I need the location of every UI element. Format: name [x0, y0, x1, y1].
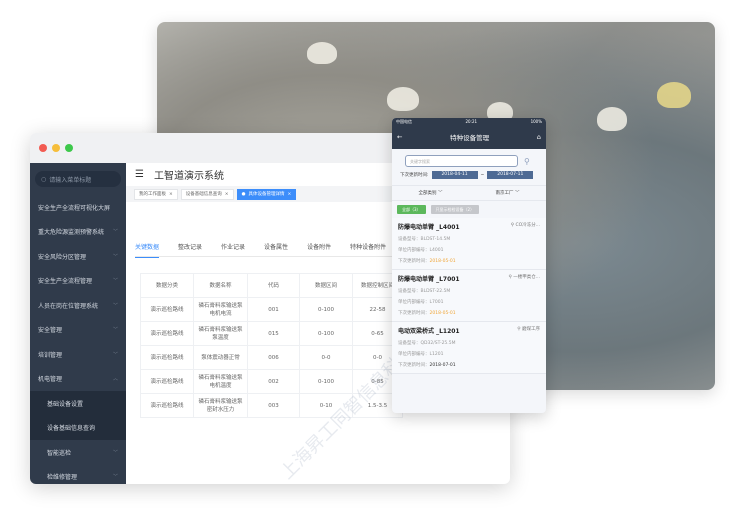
- table-cell: 泵体震动器正常: [193, 345, 248, 370]
- sidebar-item[interactable]: 重大危险源监测预警系统 ﹀: [38, 229, 118, 237]
- table-row: 演示巡检路线 泵体震动器正常 006 0-0 0-0: [140, 345, 403, 370]
- all-button[interactable]: 全部（3）: [397, 205, 426, 214]
- keyword-search-input[interactable]: 关键字搜索: [405, 155, 518, 167]
- chevron-icon: ︿: [112, 376, 118, 383]
- sidebar-item[interactable]: 机电管理 ︿: [38, 376, 118, 384]
- status-bar: 中国电信 20:21 100%: [392, 118, 546, 125]
- table-cell: 磷石膏料浆输送泵密封水压力: [193, 393, 248, 418]
- chevron-icon: ﹀: [112, 253, 118, 260]
- search-icon: ○: [41, 175, 47, 183]
- page-tag[interactable]: 设备基础信息查询 ×: [180, 188, 234, 200]
- tab[interactable]: 设备附件: [307, 244, 332, 251]
- table-row: 演示巡检路线 磷石膏料浆输送泵泵温度 015 0-100 0-65: [140, 321, 403, 346]
- table-cell: 001: [247, 297, 300, 322]
- sidebar-item[interactable]: 人员在岗在位管理系统 ﹀: [38, 302, 118, 310]
- location: ⚲ CO冷冻分...: [510, 223, 540, 228]
- dot-icon: ●: [241, 191, 246, 197]
- app-title: 工智道演示系统: [153, 171, 224, 182]
- minimize-dot[interactable]: [52, 144, 60, 152]
- page-tag[interactable]: ● 具体设备管理详情 ×: [236, 188, 297, 200]
- location: ⚲ 磨煤工序: [517, 327, 540, 332]
- equipment-card[interactable]: 防爆电动单臂 _L4001 ⚲ CO冷冻分... 设备型号：BLDST-14.5M…: [392, 218, 546, 270]
- tab[interactable]: 关键数据: [135, 242, 160, 258]
- table-cell: 003: [247, 393, 300, 418]
- date-to[interactable]: 2018-07-11: [487, 171, 534, 179]
- sidebar-item[interactable]: 安全生产全流程可视化大屏: [38, 204, 111, 212]
- chevron-icon: ﹀: [112, 302, 118, 309]
- phone-screen: 中国电信 20:21 100% ← 特种设备管理 ⌂ 关键字搜索 ⚲ 下次更新时间: 201…: [392, 118, 546, 413]
- sidebar-item[interactable]: 智能巡检 ﹀: [47, 449, 118, 457]
- maximize-dot[interactable]: [65, 144, 73, 152]
- table-cell: 演示巡检路线: [140, 297, 194, 322]
- location-pin-icon: ⚲: [517, 327, 521, 332]
- equipment-card[interactable]: 防爆电动单臂 _L7001 ⚲ 一楼甲类仓... 设备型号：BLDST-22.5M…: [392, 270, 546, 322]
- column-header: 数据区间: [299, 273, 353, 298]
- table-cell: 015: [247, 321, 300, 346]
- sidebar-item[interactable]: 基础设备设置: [30, 391, 126, 416]
- table-cell: 演示巡检路线: [140, 393, 194, 418]
- close-dot[interactable]: [39, 144, 47, 152]
- table-cell: 0-100: [299, 297, 353, 322]
- tab[interactable]: 特种设备附件: [350, 244, 387, 251]
- tab[interactable]: 作业记录: [221, 244, 246, 251]
- chevron-icon: ﹀: [112, 327, 118, 334]
- table-cell: 演示巡检路线: [140, 345, 194, 370]
- hamburger-icon[interactable]: ☰: [135, 169, 144, 180]
- table-cell: 磷石膏料浆输送泵泵温度: [193, 321, 248, 346]
- close-icon[interactable]: ×: [169, 191, 173, 197]
- table-cell: 0-0: [299, 345, 353, 370]
- table-cell: 002: [247, 369, 300, 394]
- phone-title: 特种设备管理: [450, 134, 490, 142]
- chevron-icon: ﹀: [112, 474, 118, 481]
- column-header: 代码: [247, 273, 300, 298]
- chevron-icon: ﹀: [112, 229, 118, 236]
- sidebar-item[interactable]: 检维修管理 ﹀: [47, 474, 118, 482]
- sidebar-item[interactable]: 培训管理 ﹀: [38, 351, 118, 359]
- back-arrow-icon[interactable]: ←: [397, 133, 403, 141]
- location-pin-icon: ⚲: [508, 275, 512, 280]
- column-header: 数据分类: [140, 273, 194, 298]
- table-cell: 演示巡检路线: [140, 321, 194, 346]
- chevron-icon: ﹀: [112, 351, 118, 358]
- table-row: 演示巡检路线 磷石膏料浆输送泵密封水压力 003 0-10 1.5-3.5: [140, 393, 403, 418]
- sidebar-item[interactable]: 安全管理 ﹀: [38, 327, 118, 335]
- type-filter[interactable]: 全部类别 ﹀: [418, 191, 443, 196]
- home-icon[interactable]: ⌂: [536, 133, 541, 141]
- equipment-card[interactable]: 电动双梁桥式 _L1201 ⚲ 磨煤工序 设备型号：QD32/ST-25.5M 单…: [392, 322, 546, 374]
- table-cell: 磷石膏料浆输送泵电机温度: [193, 369, 248, 394]
- table-cell: 0-100: [299, 369, 353, 394]
- table-row: 演示巡检路线 磷石膏料浆输送泵电机电流 001 0-100 22-58: [140, 297, 403, 322]
- chevron-icon: ﹀: [112, 278, 118, 285]
- date-from[interactable]: 2018-04-11: [431, 171, 478, 179]
- location-pin-icon: ⚲: [510, 223, 515, 228]
- demo-only-button[interactable]: 只显示检检设备（2）: [430, 205, 480, 214]
- detail-tabs: 关键数据 整改记录 作业记录 设备属性 设备附件 特种设备附件: [135, 242, 510, 258]
- chevron-icon: ﹀: [112, 449, 118, 456]
- sidebar-item[interactable]: 安全风险分区管理 ﹀: [38, 253, 118, 261]
- menu-search-input[interactable]: ○ 请输入菜单标题: [35, 171, 121, 187]
- close-icon[interactable]: ×: [224, 191, 229, 197]
- location: ⚲ 一楼甲类仓...: [508, 275, 540, 280]
- sidebar-item[interactable]: 设备基础信息查询: [30, 415, 126, 440]
- tab[interactable]: 设备属性: [264, 244, 289, 251]
- factory-filter[interactable]: 南京工厂 ﹀: [495, 191, 520, 196]
- table-cell: 006: [247, 345, 300, 370]
- sidebar: ○ 请输入菜单标题 安全生产全流程可视化大屏 重大危险源监测预警系统 ﹀ 安全风险分区管…: [30, 163, 126, 484]
- tab[interactable]: 整改记录: [178, 244, 203, 251]
- table-cell: 演示巡检路线: [140, 369, 194, 394]
- close-icon[interactable]: ×: [287, 191, 292, 197]
- column-header: 数据名称: [193, 273, 248, 298]
- search-icon[interactable]: ⚲: [524, 156, 530, 166]
- page-tag[interactable]: 我的工作面板 ×: [134, 188, 178, 200]
- table-cell: 0-100: [299, 321, 353, 346]
- table-cell: 磷石膏料浆输送泵电机电流: [193, 297, 248, 322]
- sidebar-item[interactable]: 安全生产全流程管理 ﹀: [38, 278, 118, 286]
